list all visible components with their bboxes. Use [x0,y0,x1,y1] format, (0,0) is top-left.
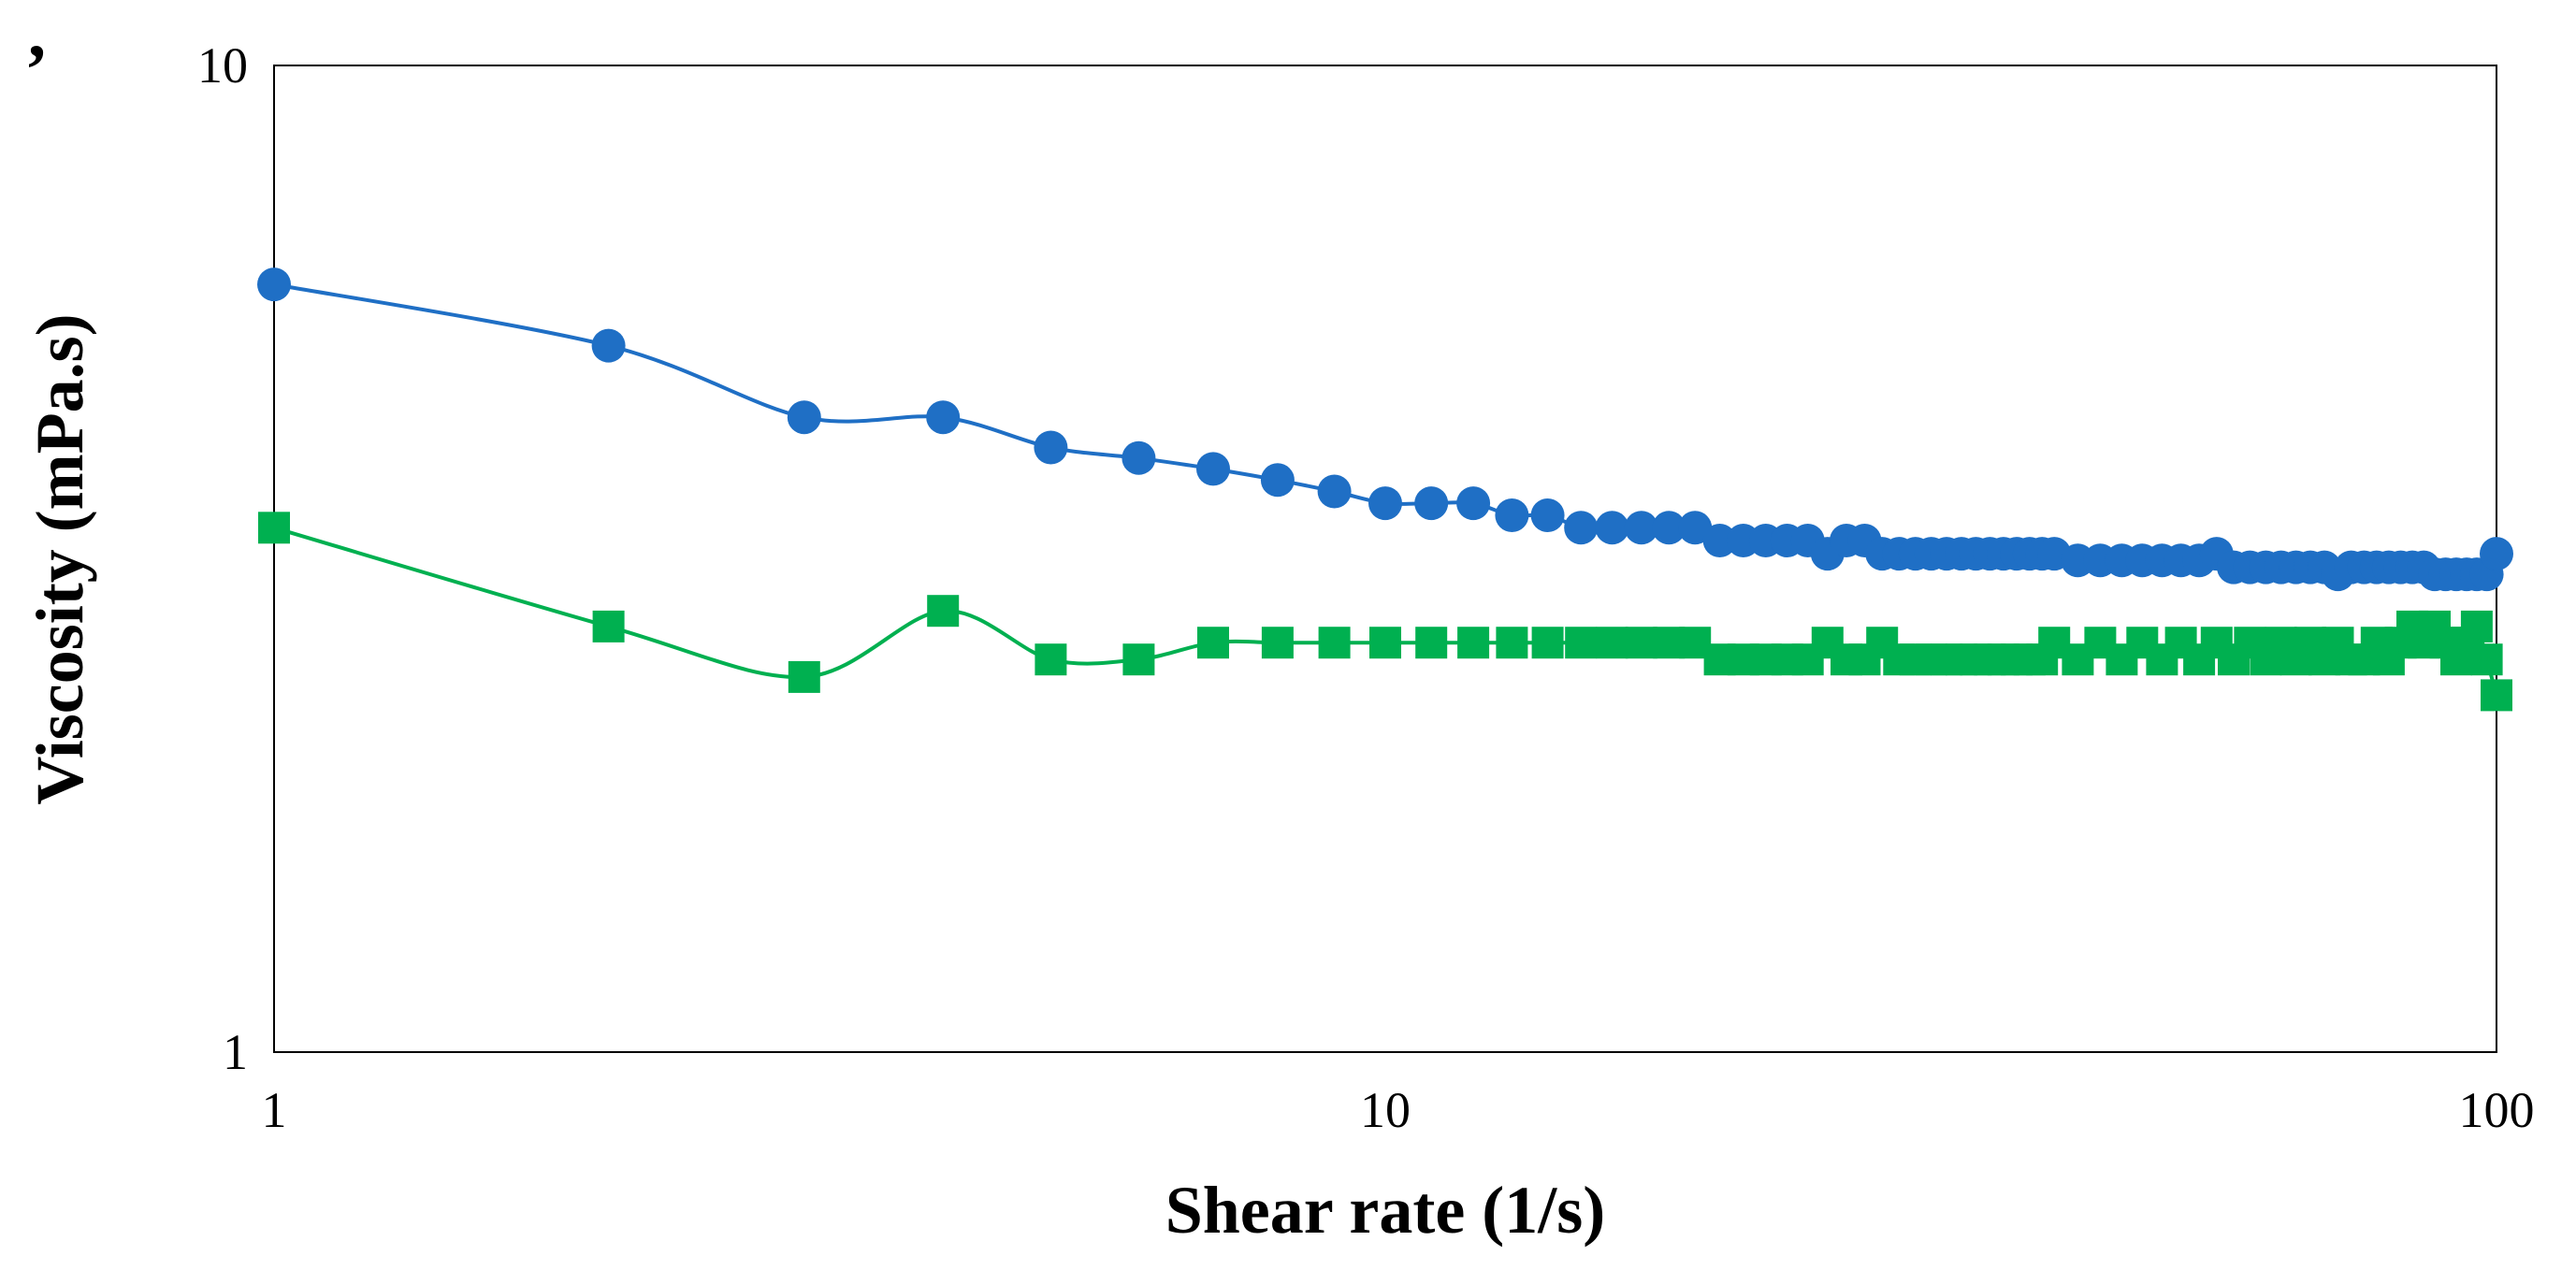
y-tick-label-1: 1 [223,1024,248,1080]
series-green-squares-point-1 [592,610,625,642]
series-green-squares-point-4 [1035,643,1067,676]
series-blue-circles-point-12 [1495,498,1529,532]
x-tick-label-100: 100 [2459,1082,2535,1138]
series-blue-circles-point-19 [1702,524,1737,557]
series-green-squares-point-67 [2460,610,2493,642]
x-tick-label-1: 1 [262,1082,287,1138]
y-axis-title: Viscosity (mPa.s) [22,313,97,804]
series-blue-circles-point-0 [257,267,291,302]
series-green-squares-point-68 [2470,643,2503,676]
series-blue-circles-point-2 [787,400,821,435]
tick-label-layer: 1 10 100 1 10 [197,37,2535,1138]
series-green-squares-point-15 [1596,627,1628,659]
series-blue-circles-point-4 [1034,430,1068,465]
series-green-squares-point-8 [1318,627,1351,659]
series-green-squares-point-0 [258,512,290,544]
series-green-squares [258,512,2512,712]
series-green-squares-point-7 [1261,627,1294,659]
series-blue-circles-point-5 [1122,440,1156,475]
x-axis-title: Shear rate (1/s) [1165,1173,1606,1248]
series-blue-circles-point-8 [1317,474,1352,509]
series-blue-circles [257,267,2513,592]
series-blue-circles-point-16 [1624,511,1658,545]
series-blue-circles-point-13 [1530,498,1565,532]
series-green-squares-point-13 [1531,627,1564,659]
series-green-squares-point-14 [1565,627,1598,659]
y-tick-label-10: 10 [197,37,248,94]
series-green-squares-point-12 [1496,627,1528,659]
series-blue-circles-point-69 [2480,537,2513,571]
series-blue-circles-point-3 [926,400,961,435]
series-green-squares-point-69 [2481,679,2512,712]
series-blue-circles-point-14 [1564,511,1599,545]
series-green-squares-point-16 [1625,627,1657,659]
series-blue-circles-point-11 [1456,486,1491,521]
series-green-squares-point-3 [927,595,960,628]
series-green-squares-point-6 [1197,627,1229,659]
series-blue-circles-point-10 [1414,486,1449,521]
series-green-squares-point-9 [1369,627,1401,659]
series-blue-circles-point-17 [1652,511,1686,545]
series-blue-circles-point-6 [1196,452,1230,486]
series-green-squares-point-11 [1457,627,1490,659]
series-green-squares-point-5 [1122,643,1155,676]
series-blue-circles-line [273,282,2498,578]
series-blue-circles-point-9 [1368,486,1402,521]
series-blue-circles-point-15 [1595,511,1629,545]
panel-label: , [28,0,46,72]
series-blue-circles-point-1 [591,328,626,363]
series-blue-circles-point-7 [1260,463,1295,498]
series-layer [257,267,2513,712]
x-tick-label-10: 10 [1360,1082,1411,1138]
series-blue-circles-point-18 [1678,511,1713,545]
series-green-squares-point-2 [788,660,820,693]
series-green-squares-point-10 [1415,627,1448,659]
